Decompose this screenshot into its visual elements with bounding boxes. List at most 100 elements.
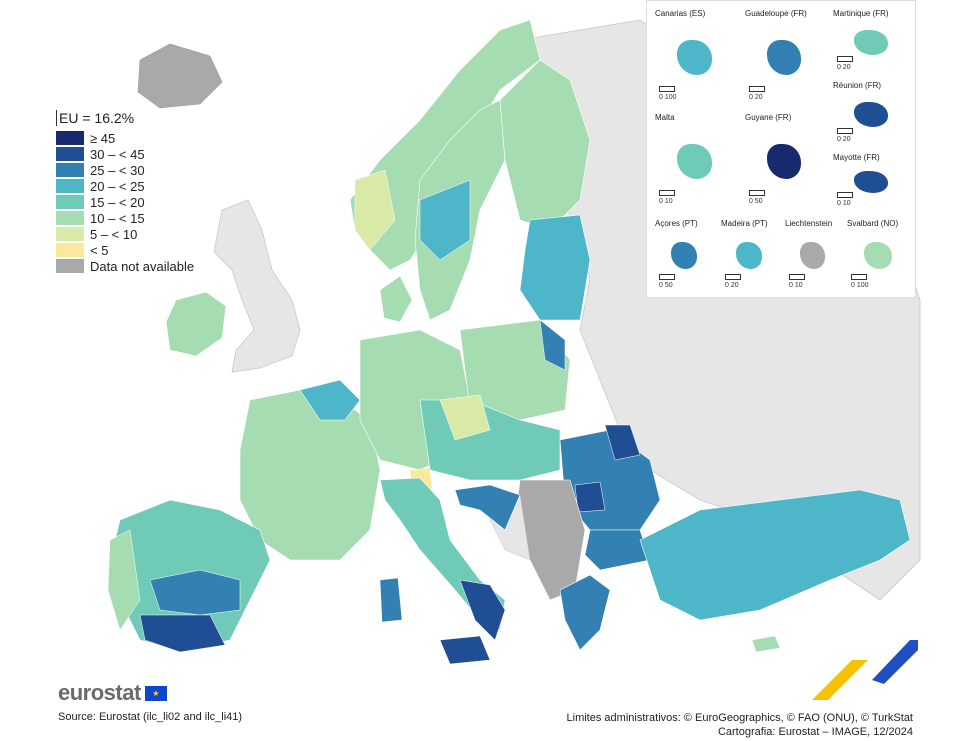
scale-bar-icon xyxy=(789,274,805,280)
inset-label: Canarias (ES) xyxy=(655,9,706,18)
inset-label: Madeira (PT) xyxy=(721,219,768,228)
legend-label: 20 – < 25 xyxy=(90,178,145,194)
inset-map: Canarias (ES) 0 100 xyxy=(651,5,739,105)
inset-label: Malta xyxy=(655,113,675,122)
inset-scale-text: 0 100 xyxy=(659,94,677,101)
legend-item: < 5 xyxy=(56,242,194,258)
inset-scale-text: 0 20 xyxy=(749,94,763,101)
inset-map: Guadeloupe (FR) 0 20 xyxy=(741,5,827,105)
inset-scale-text: 0 50 xyxy=(659,282,673,289)
legend-item: 5 – < 10 xyxy=(56,226,194,242)
inset-label: Guyane (FR) xyxy=(745,113,792,122)
brand-stripe-blue xyxy=(872,640,918,684)
legend-swatch xyxy=(56,259,84,273)
legend-swatch xyxy=(56,179,84,193)
inset-label: Réunion (FR) xyxy=(833,81,882,90)
inset-label: Svalbard (NO) xyxy=(847,219,899,228)
map-greece xyxy=(559,574,611,651)
map-sicily xyxy=(439,635,491,665)
inset-scale: 0 100 xyxy=(851,274,869,289)
map-uk xyxy=(213,199,301,373)
legend-label: Data not available xyxy=(90,258,195,274)
legend-swatch xyxy=(56,147,84,161)
legend-swatch xyxy=(56,131,84,145)
eu-flag-icon: ★ xyxy=(144,685,167,701)
inset-label: Guadeloupe (FR) xyxy=(745,9,807,18)
inset-map: Liechtenstein 0 10 xyxy=(781,215,843,293)
eurostat-logo: eurostat ★ xyxy=(58,680,167,706)
map-finland xyxy=(499,59,591,231)
inset-map: Malta 0 10 xyxy=(651,109,739,209)
map-iceland xyxy=(137,43,223,109)
legend-swatch xyxy=(56,195,84,209)
brand-stripe-yellow xyxy=(812,660,868,700)
inset-map: Madeira (PT) 0 20 xyxy=(717,215,781,293)
inset-label: Liechtenstein xyxy=(785,219,833,228)
inset-region-shape xyxy=(854,30,888,55)
map-sardinia xyxy=(379,577,403,623)
inset-scale: 0 10 xyxy=(659,190,675,205)
inset-region-shape xyxy=(767,144,801,179)
legend-label: < 5 xyxy=(90,242,109,258)
legend-label: 25 – < 30 xyxy=(90,162,145,178)
inset-region-shape xyxy=(854,102,888,127)
legend-label: 5 – < 10 xyxy=(90,226,138,242)
logo-text: eurostat xyxy=(58,680,141,705)
legend-item: ≥ 45 xyxy=(56,130,194,146)
inset-scale: 0 20 xyxy=(837,128,853,143)
inset-scale-text: 0 20 xyxy=(725,282,739,289)
scale-bar-icon xyxy=(851,274,867,280)
inset-scale: 0 20 xyxy=(725,274,741,289)
legend-swatch xyxy=(56,243,84,257)
inset-scale-text: 0 50 xyxy=(749,198,763,205)
scale-bar-icon xyxy=(725,274,741,280)
legend-label: ≥ 45 xyxy=(90,130,116,146)
legend-item: 15 – < 20 xyxy=(56,194,194,210)
credits-line-1: Limites administrativos: © EuroGeographi… xyxy=(566,712,913,724)
credits: Limites administrativos: © EuroGeographi… xyxy=(567,711,913,739)
map-baltics xyxy=(519,214,591,321)
map-cyprus xyxy=(751,635,781,653)
inset-label: Mayotte (FR) xyxy=(833,153,880,162)
inset-scale: 0 10 xyxy=(789,274,805,289)
inset-label: Açores (PT) xyxy=(655,219,698,228)
legend-swatch xyxy=(56,211,84,225)
inset-region-shape xyxy=(677,144,712,179)
inset-scale: 0 50 xyxy=(659,274,675,289)
inset-map: Açores (PT) 0 50 xyxy=(651,215,717,293)
credits-line-2: Cartografia: Eurostat – IMAGE, 12/2024 xyxy=(717,726,913,738)
map-benelux xyxy=(299,379,361,421)
inset-region-shape xyxy=(864,242,892,269)
inset-region-shape xyxy=(800,242,825,269)
inset-scale-text: 0 100 xyxy=(851,282,869,289)
inset-scale: 0 100 xyxy=(659,86,677,101)
legend-title: EU = 16.2% xyxy=(56,110,194,126)
legend-label: 30 – < 45 xyxy=(90,146,145,162)
inset-scale-text: 0 10 xyxy=(659,198,673,205)
inset-scale-text: 0 10 xyxy=(837,200,851,207)
inset-scale-text: 0 10 xyxy=(789,282,803,289)
inset-region-shape xyxy=(736,242,762,269)
inset-map: Réunion (FR) 0 20 xyxy=(829,77,913,147)
inset-region-shape xyxy=(767,40,801,75)
inset-region-shape xyxy=(854,171,888,193)
scale-bar-icon xyxy=(837,56,853,62)
scale-bar-icon xyxy=(659,190,675,196)
legend-swatch xyxy=(56,227,84,241)
legend-item: 10 – < 15 xyxy=(56,210,194,226)
inset-map: Guyane (FR) 0 50 xyxy=(741,109,827,209)
legend-item: Data not available xyxy=(56,258,194,274)
scale-bar-icon xyxy=(659,86,675,92)
map-turkey xyxy=(639,489,911,621)
inset-scale-text: 0 20 xyxy=(837,136,851,143)
legend-swatch xyxy=(56,163,84,177)
scale-bar-icon xyxy=(837,192,853,198)
inset-scale: 0 20 xyxy=(837,56,853,71)
scale-bar-icon xyxy=(837,128,853,134)
legend-label: 15 – < 20 xyxy=(90,194,145,210)
inset-label: Martinique (FR) xyxy=(833,9,889,18)
inset-map: Martinique (FR) 0 20 xyxy=(829,5,913,75)
inset-map: Mayotte (FR) 0 10 xyxy=(829,149,913,211)
scale-bar-icon xyxy=(749,86,765,92)
